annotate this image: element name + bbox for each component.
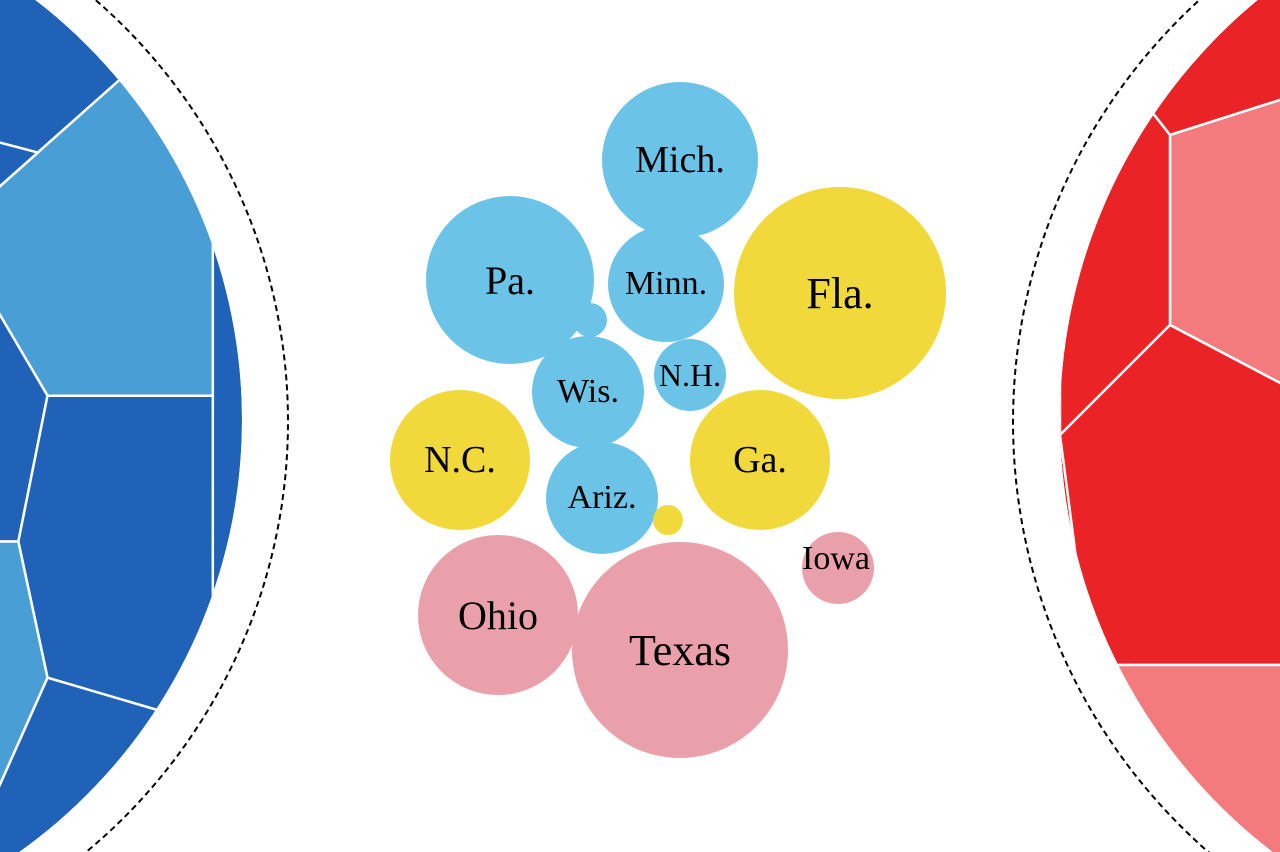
bubble-label-fla: Fla.: [806, 268, 873, 319]
bubble-ariz: Ariz.: [546, 442, 658, 554]
cluster-cell: [1060, 665, 1280, 852]
bubble-label-mich: Mich.: [635, 138, 725, 182]
iowa-label: Iowa: [802, 540, 870, 578]
bubble-texas: Texas: [572, 542, 788, 758]
bubble-nh: N.H.: [654, 339, 726, 411]
bubble-label-ga: Ga.: [733, 438, 787, 482]
bubble-tinyyellow: [653, 505, 683, 535]
bubble-label-texas: Texas: [629, 625, 731, 676]
right-republican-cluster: [1060, 0, 1280, 852]
bubble-label-ohio: Ohio: [458, 592, 538, 639]
bubble-label-minn: Minn.: [625, 265, 707, 303]
bubble-fla: Fla.: [734, 187, 946, 399]
bubble-label-nc: N.C.: [424, 438, 496, 482]
bubble-nc: N.C.: [390, 390, 530, 530]
bubble-label-wis: Wis.: [557, 373, 619, 411]
bubble-label-ariz: Ariz.: [568, 479, 637, 517]
bubble-tinyblue: [573, 303, 607, 337]
bubble-minn: Minn.: [608, 226, 724, 342]
bubble-wis: Wis.: [532, 336, 644, 448]
left-democrat-cluster: [0, 0, 242, 852]
chart-canvas: Mich. Pa. Minn. Fla. Wis. N.H. N.C. Ariz. Ga. Ohi…: [0, 0, 1280, 852]
bubble-label-nh: N.H.: [659, 357, 721, 394]
bubble-mich: Mich.: [602, 82, 758, 238]
bubble-ohio: Ohio: [418, 535, 578, 695]
bubble-ga: Ga.: [690, 390, 830, 530]
bubble-label-pa: Pa.: [485, 257, 535, 304]
